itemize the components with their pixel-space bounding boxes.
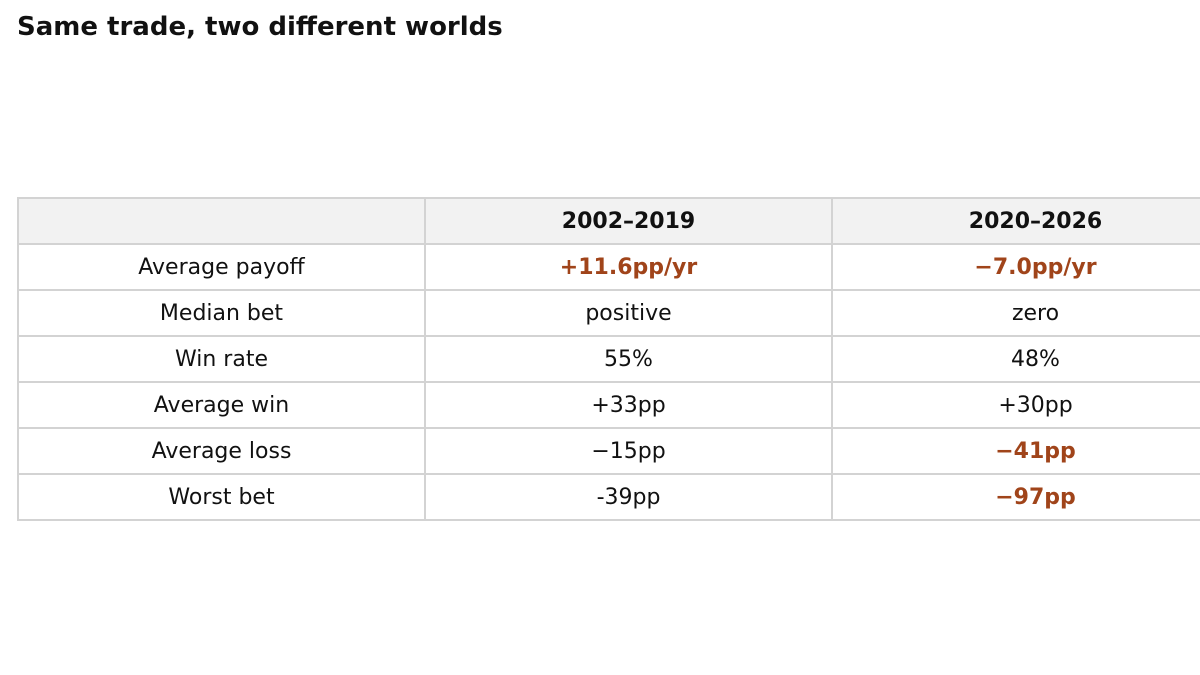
table-row: Win rate 55% 48%: [17, 335, 1200, 383]
value-cell: +11.6pp/yr: [424, 243, 833, 291]
value-cell: -39pp: [424, 473, 833, 521]
row-label: Average win: [17, 381, 426, 429]
column-header: 2020–2026: [831, 197, 1200, 245]
value-cell: −15pp: [424, 427, 833, 475]
row-label: Average loss: [17, 427, 426, 475]
comparison-table: 2002–2019 2020–2026 Average payoff +11.6p…: [17, 197, 1200, 521]
corner-cell: [17, 197, 426, 245]
row-label: Median bet: [17, 289, 426, 337]
table-body: Average payoff +11.6pp/yr −7.0pp/yr Median …: [17, 243, 1200, 521]
value-cell: 48%: [831, 335, 1200, 383]
column-header: 2002–2019: [424, 197, 833, 245]
title: Same trade, two different worlds: [17, 12, 503, 42]
table-row: Average loss −15pp −41pp: [17, 427, 1200, 475]
value-cell: 55%: [424, 335, 833, 383]
value-cell: +33pp: [424, 381, 833, 429]
value-cell: positive: [424, 289, 833, 337]
value-cell: −41pp: [831, 427, 1200, 475]
table-row: Worst bet -39pp −97pp: [17, 473, 1200, 521]
header-row: 2002–2019 2020–2026: [17, 197, 1200, 245]
value-cell: +30pp: [831, 381, 1200, 429]
table-row: Average win +33pp +30pp: [17, 381, 1200, 429]
row-label: Average payoff: [17, 243, 426, 291]
table-row: Average payoff +11.6pp/yr −7.0pp/yr: [17, 243, 1200, 291]
table-row: Median bet positive zero: [17, 289, 1200, 337]
value-cell: −97pp: [831, 473, 1200, 521]
table-wrap: 2002–2019 2020–2026 Average payoff +11.6p…: [17, 197, 1200, 521]
row-label: Win rate: [17, 335, 426, 383]
value-cell: zero: [831, 289, 1200, 337]
value-cell: −7.0pp/yr: [831, 243, 1200, 291]
row-label: Worst bet: [17, 473, 426, 521]
